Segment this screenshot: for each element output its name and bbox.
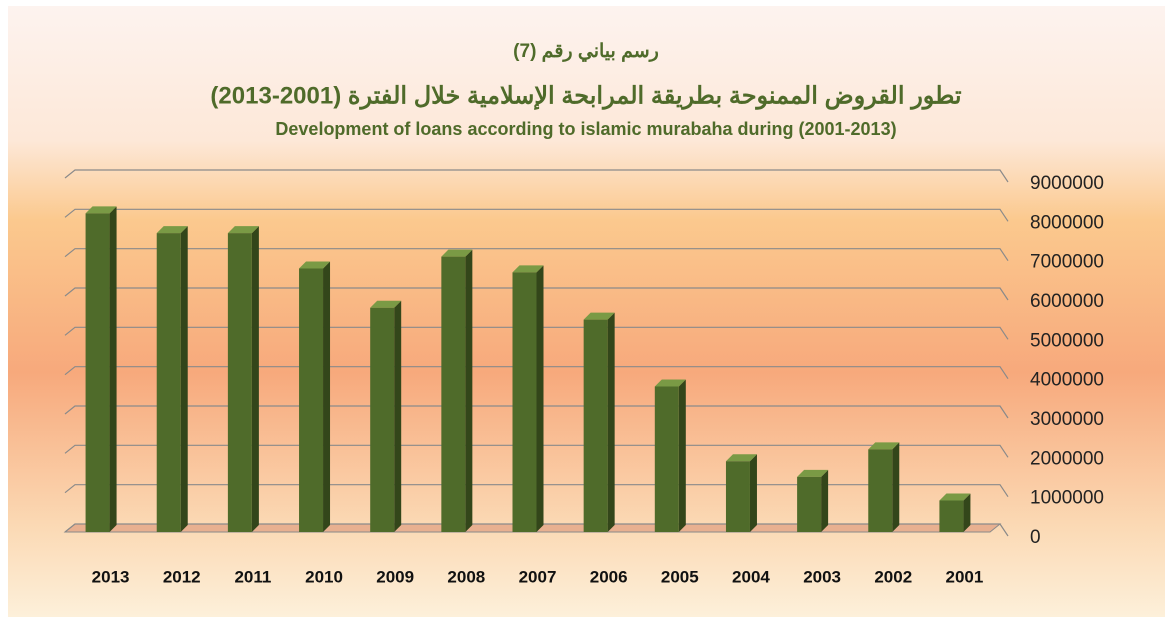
bar-front <box>939 500 964 532</box>
x-tick-label: 2003 <box>803 567 841 586</box>
bar-front <box>370 307 395 532</box>
bar-front <box>227 233 252 533</box>
bar <box>654 379 686 532</box>
x-tick-label: 2005 <box>661 567 699 586</box>
x-tick-label: 2008 <box>447 567 485 586</box>
x-tick-label: 2007 <box>519 567 557 586</box>
x-tick-label: 2013 <box>92 567 130 586</box>
bar-front <box>85 213 110 532</box>
y-tick-label: 4000000 <box>1030 370 1104 391</box>
bar-side <box>892 442 900 532</box>
bar <box>797 469 829 532</box>
bar-top <box>441 249 473 257</box>
bar-top <box>725 454 757 462</box>
bar-top <box>512 265 544 273</box>
bar-top <box>156 226 188 234</box>
grid-line <box>64 248 1009 261</box>
chart-title: رسم بياني رقم (7) <box>513 41 659 63</box>
bar-top <box>797 469 829 477</box>
x-tick-label: 2002 <box>874 567 912 586</box>
bar-side <box>963 493 971 532</box>
bar-top <box>299 261 331 269</box>
grid-line <box>64 208 1009 222</box>
y-tick-label: 0 <box>1030 527 1041 548</box>
y-tick-label: 6000000 <box>1030 291 1104 312</box>
bar <box>227 226 259 533</box>
bar <box>370 300 402 532</box>
bar-front <box>868 449 893 532</box>
bar-top <box>227 226 259 234</box>
y-tick-label: 9000000 <box>1030 173 1104 194</box>
grid-line <box>64 169 1009 183</box>
bar-side <box>821 469 829 532</box>
bar-front <box>299 268 324 532</box>
bar-side <box>251 226 259 533</box>
x-tick-label: 2012 <box>163 567 201 586</box>
bar <box>512 265 544 532</box>
x-tick-label: 2010 <box>305 567 343 586</box>
bar <box>85 206 117 532</box>
bar <box>725 454 757 532</box>
bar-top <box>939 493 971 501</box>
bar <box>583 312 615 532</box>
bar <box>441 249 473 532</box>
chart-subtitle-en: Development of loans according to islami… <box>275 119 896 139</box>
bar-side <box>749 454 757 532</box>
x-tick-label: 2004 <box>732 567 770 586</box>
x-tick-label: 2011 <box>234 567 271 586</box>
bar-front <box>156 233 181 533</box>
bar-front <box>797 476 822 532</box>
bar-side <box>109 206 117 532</box>
x-tick-label: 2001 <box>946 567 984 586</box>
bar <box>156 226 188 533</box>
bar-top <box>370 300 402 308</box>
bar-side <box>394 300 402 532</box>
y-tick-label: 5000000 <box>1030 330 1104 351</box>
y-tick-label: 2000000 <box>1030 448 1104 469</box>
x-tick-label: 2006 <box>590 567 628 586</box>
x-tick-label: 2009 <box>376 567 414 586</box>
bar-top <box>654 379 686 387</box>
bar-front <box>441 256 466 532</box>
chart-subtitle: تطور القروض الممنوحة بطريقة المرابحة الإ… <box>210 82 961 110</box>
bar-side <box>323 261 331 532</box>
bar <box>868 442 900 532</box>
bar-front <box>725 461 750 532</box>
bar-top <box>583 312 615 320</box>
bar-front <box>512 272 537 532</box>
bar-side <box>678 379 686 532</box>
y-tick-label: 3000000 <box>1030 409 1104 430</box>
y-tick-label: 7000000 <box>1030 252 1104 273</box>
bar <box>939 493 971 532</box>
bar-side <box>536 265 544 532</box>
y-tick-label: 1000000 <box>1030 488 1104 509</box>
bar-side <box>465 249 473 532</box>
bar-top <box>868 442 900 450</box>
bar-top <box>85 206 117 214</box>
bar-front <box>583 319 608 532</box>
y-tick-label: 8000000 <box>1030 212 1104 233</box>
bar-side <box>180 226 188 533</box>
bar-side <box>607 312 615 532</box>
bar-front <box>654 386 679 532</box>
bar <box>299 261 331 532</box>
